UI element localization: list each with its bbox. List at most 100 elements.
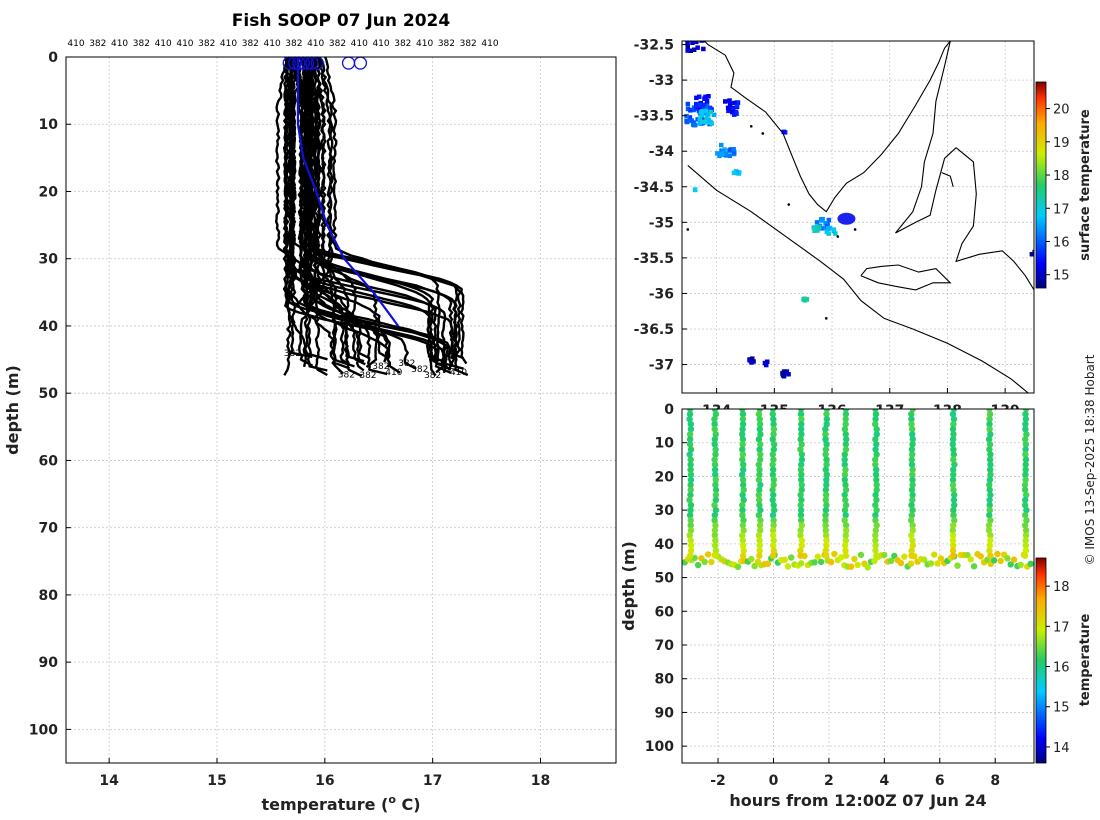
timeseries-point [734, 563, 742, 570]
timeseries-point [756, 496, 763, 504]
map-sst-pixel [749, 360, 754, 365]
timeseries-point [909, 542, 916, 549]
map-sst-pixel [697, 94, 702, 99]
timeseries-point [712, 496, 719, 504]
profile-bottom-id-label: 382 [424, 371, 441, 381]
profiles-x-ticks: 14 15 16 17 18 [99, 758, 550, 789]
timeseries-point [711, 441, 718, 448]
timeseries-point [1021, 481, 1029, 489]
timeseries-point [985, 436, 993, 443]
timeseries-point [1023, 431, 1030, 438]
map-sst-pixel [701, 46, 706, 52]
timeseries-point [739, 542, 747, 549]
timeseries-point [872, 491, 879, 499]
map-sst-pixel [697, 121, 703, 126]
map-sst-pixel [700, 117, 705, 122]
timeseries-point [950, 486, 957, 494]
timeseries-point [1023, 506, 1030, 514]
timeseries-point [687, 506, 694, 514]
map-sst-pixel [691, 47, 697, 52]
map-sst-pixel [747, 357, 752, 363]
map-sst-pixel [706, 117, 712, 123]
profiles-y-ticks: 0 10 20 30 40 50 60 70 80 90 100 [29, 50, 71, 738]
timeseries-point [798, 471, 805, 478]
map-sst-pixel [701, 102, 707, 108]
timeseries-point [712, 506, 720, 514]
profiles-x-label: temperature (o C) [261, 793, 420, 814]
map-colorbar-tick-label: 19 [1053, 136, 1070, 151]
timeseries-point [755, 491, 762, 499]
timeseries-point [986, 446, 993, 453]
map-coast-line [895, 41, 957, 234]
timeseries-point [1022, 527, 1030, 534]
timeseries-point [950, 456, 957, 463]
profiles-frame [65, 56, 617, 764]
timeseries-x-tick-label: 6 [935, 773, 945, 789]
timeseries-point [985, 522, 993, 529]
map-sst-pixel [698, 102, 703, 108]
map-sst-pixel [820, 226, 825, 231]
timeseries-point [842, 421, 849, 428]
profile-id-label: 382 [89, 39, 106, 49]
timeseries-point [687, 456, 694, 463]
timeseries-y-tick-label: 0 [664, 402, 674, 418]
timeseries-point [997, 557, 1004, 565]
timeseries-y-tick-label: 30 [655, 503, 675, 519]
timeseries-point [1022, 542, 1029, 549]
map-sst-pixel [700, 119, 705, 125]
timeseries-frame [681, 408, 1035, 764]
timeseries-point [797, 410, 805, 418]
timeseries-point [798, 431, 805, 438]
timeseries-point [769, 527, 777, 534]
timeseries-point [756, 421, 764, 428]
timeseries-point [822, 486, 829, 494]
timeseries-point [798, 421, 805, 428]
timeseries-point [986, 421, 993, 428]
timeseries-point [987, 532, 994, 539]
mean-profile-line [296, 57, 400, 327]
profile-id-label: 410 [220, 39, 237, 49]
map-sst-pixel [762, 360, 768, 366]
map-sst-pixel [732, 149, 737, 155]
timeseries-point [822, 506, 830, 514]
map-lat-tick-label: -34.5 [634, 180, 674, 196]
profile-line [286, 57, 344, 375]
timeseries-point [740, 481, 747, 489]
timeseries-point [739, 431, 746, 438]
timeseries-point [986, 481, 993, 489]
timeseries-point [757, 451, 764, 458]
timeseries-point [687, 491, 694, 499]
timeseries-point [909, 527, 916, 534]
timeseries-point [950, 471, 957, 478]
timeseries-point [1022, 410, 1029, 418]
timeseries-point [798, 542, 805, 549]
timeseries-point [756, 415, 763, 423]
timeseries-point [949, 481, 957, 489]
timeseries-point [711, 461, 719, 468]
timeseries-point [822, 436, 829, 443]
timeseries-point [686, 451, 693, 458]
timeseries-point [797, 527, 804, 534]
timeseries-point [694, 561, 702, 569]
timeseries-point [873, 506, 880, 514]
timeseries-point [686, 532, 693, 539]
timeseries-point [908, 552, 915, 559]
profiles-title: Fish SOOP 07 Jun 2024 [232, 11, 451, 31]
timeseries-point [756, 426, 763, 433]
map-sst-pixel [826, 217, 832, 223]
timeseries-point [823, 421, 830, 428]
timeseries-point [831, 550, 838, 558]
timeseries-point [837, 554, 845, 561]
profiles-y-tick-label: 50 [39, 386, 59, 402]
timeseries-point [739, 471, 746, 478]
timeseries-point [739, 421, 747, 428]
profiles-x-tick-label: 15 [207, 773, 226, 789]
timeseries-point [872, 517, 879, 524]
map-sst-pixel [688, 107, 693, 113]
timeseries-point [686, 410, 694, 418]
timeseries-point [872, 471, 880, 478]
timeseries-point [711, 426, 718, 433]
timeseries-point [985, 527, 993, 534]
timeseries-point [757, 441, 764, 448]
map-coast-line [703, 41, 951, 213]
